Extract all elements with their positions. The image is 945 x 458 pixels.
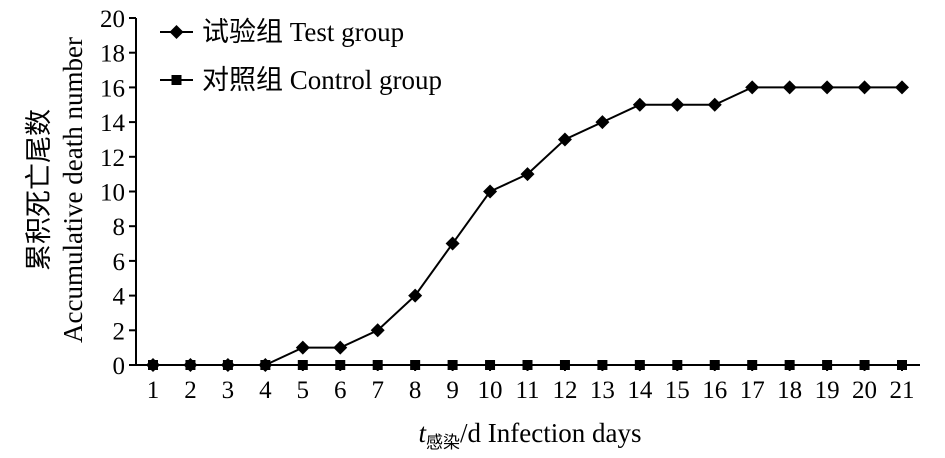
y-axis-label-line2: Accumulative death number [58, 37, 88, 343]
x-axis-label-subscript: 感染 [426, 433, 460, 452]
legend-label: 对照组 Control group [202, 65, 442, 95]
control-group-series [148, 360, 907, 370]
data-point [222, 360, 233, 370]
y-tick-label: 4 [113, 284, 126, 311]
data-point [857, 80, 872, 95]
legend-square-marker [171, 75, 182, 85]
data-point [372, 360, 383, 370]
x-tick-label: 14 [627, 377, 653, 404]
x-tick-label: 20 [852, 377, 877, 404]
x-tick-label: 2 [184, 377, 197, 404]
data-point [822, 360, 833, 370]
legend-diamond-marker [169, 25, 184, 39]
data-point [597, 360, 608, 370]
data-point [784, 360, 795, 370]
x-tick-label: 13 [590, 377, 615, 404]
x-tick-label: 15 [665, 377, 690, 404]
x-tick-label: 19 [815, 377, 840, 404]
data-point [297, 360, 308, 370]
data-point [333, 340, 348, 355]
x-tick-label: 10 [478, 377, 503, 404]
data-point [370, 323, 385, 338]
y-tick-label: 2 [113, 318, 126, 345]
data-point [522, 360, 533, 370]
data-point [859, 360, 870, 370]
data-point [595, 115, 610, 130]
series-layer [146, 80, 909, 372]
legend-item-test: 试验组 Test group [160, 17, 404, 47]
data-point [782, 80, 797, 95]
data-point [445, 236, 460, 251]
data-point [559, 360, 570, 370]
y-axis-label-line1: 累积死亡尾数 [24, 109, 54, 271]
x-axis-label-rest: /d Infection days [460, 418, 641, 448]
x-axis-label: t感染/d Infection days [419, 418, 642, 452]
x-tick-label: 12 [552, 377, 577, 404]
y-tick-label: 0 [113, 353, 126, 380]
x-tick-label: 21 [890, 377, 915, 404]
y-tick-label: 20 [100, 6, 125, 33]
data-point [895, 80, 909, 95]
x-tick-label: 5 [297, 377, 310, 404]
legend: 试验组 Test group 对照组 Control group [160, 17, 442, 95]
y-tick-label: 10 [100, 180, 125, 207]
y-tick-label: 18 [100, 41, 125, 68]
data-point [897, 360, 907, 370]
data-point [632, 97, 647, 112]
data-point [335, 360, 346, 370]
x-tick-label: 8 [409, 377, 422, 404]
x-tick-label: 18 [777, 377, 802, 404]
y-tick-label: 14 [100, 110, 126, 137]
data-point [709, 360, 720, 370]
x-tick-label: 16 [702, 377, 727, 404]
data-point [447, 360, 458, 370]
data-point [634, 360, 645, 370]
data-point [672, 360, 683, 370]
data-point [410, 360, 421, 370]
data-point [557, 132, 572, 147]
y-tick-label: 6 [113, 249, 126, 276]
x-tick-label: 11 [515, 377, 539, 404]
data-point [520, 167, 535, 182]
data-point [820, 80, 835, 95]
series-line [153, 86, 902, 366]
x-tick-label: 3 [222, 377, 235, 404]
data-point [745, 80, 760, 95]
x-tick-label: 9 [446, 377, 459, 404]
x-axis-label-main: t [419, 418, 428, 448]
data-point [670, 97, 685, 112]
test-group-series [146, 80, 909, 372]
data-point [185, 360, 196, 370]
data-point [295, 340, 310, 355]
y-tick-label: 12 [100, 145, 125, 172]
data-point [707, 97, 722, 112]
x-tick-label: 17 [740, 377, 765, 404]
data-point [747, 360, 758, 370]
data-point [485, 360, 496, 370]
y-tick-label: 16 [100, 75, 125, 102]
data-point [148, 360, 158, 370]
y-tick-label: 8 [113, 214, 126, 241]
x-tick-label: 7 [371, 377, 384, 404]
x-tick-label: 1 [147, 377, 160, 404]
data-point [408, 288, 423, 303]
legend-label: 试验组 Test group [202, 17, 404, 47]
data-point [483, 184, 498, 199]
data-point [260, 360, 271, 370]
x-tick-label: 4 [259, 377, 272, 404]
x-tick-label: 6 [334, 377, 347, 404]
legend-item-control: 对照组 Control group [160, 65, 442, 95]
